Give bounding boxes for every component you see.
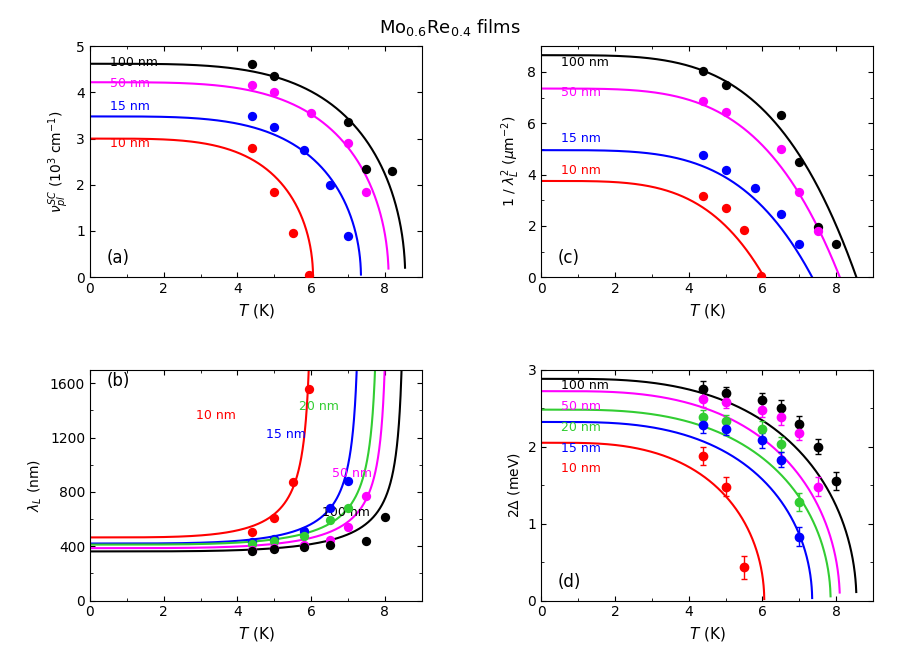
Point xyxy=(748,183,762,193)
Point xyxy=(341,521,356,532)
Text: 100 nm: 100 nm xyxy=(110,56,158,69)
Point xyxy=(267,87,282,98)
Point xyxy=(359,186,374,197)
Text: 50 nm: 50 nm xyxy=(110,77,150,90)
Point xyxy=(267,513,282,523)
Point xyxy=(341,476,356,486)
Point xyxy=(718,164,733,175)
Point xyxy=(297,526,311,537)
Point xyxy=(245,537,259,547)
Point xyxy=(302,269,317,280)
Text: (b): (b) xyxy=(106,372,130,390)
Point xyxy=(341,503,356,513)
Point xyxy=(267,544,282,554)
Point xyxy=(267,71,282,81)
Point xyxy=(245,539,259,549)
Point xyxy=(737,225,751,236)
Point xyxy=(297,145,311,155)
Point xyxy=(774,209,788,219)
Point xyxy=(341,138,356,148)
Point xyxy=(322,503,337,513)
Point xyxy=(811,222,825,232)
Text: 10 nm: 10 nm xyxy=(110,137,149,150)
Text: 20 nm: 20 nm xyxy=(561,421,601,434)
Point xyxy=(322,539,337,550)
Point xyxy=(697,149,711,160)
Point xyxy=(697,65,711,76)
Text: 15 nm: 15 nm xyxy=(561,442,601,455)
Point xyxy=(811,226,825,236)
Text: (c): (c) xyxy=(558,249,580,267)
Point xyxy=(774,144,788,154)
Point xyxy=(359,163,374,174)
Point xyxy=(304,108,319,118)
Point xyxy=(267,534,282,544)
Point xyxy=(245,111,259,121)
Point xyxy=(245,527,259,537)
Point xyxy=(285,477,300,488)
Point xyxy=(359,490,374,501)
Point xyxy=(297,542,311,552)
Point xyxy=(341,117,356,127)
Text: 50 nm: 50 nm xyxy=(561,86,601,99)
Point xyxy=(829,238,843,249)
Point xyxy=(718,79,733,90)
Text: 50 nm: 50 nm xyxy=(561,400,601,413)
Text: 100 nm: 100 nm xyxy=(322,506,370,519)
Y-axis label: $\nu_{pl}^{SC}$ (10$^3$ cm$^{-1}$): $\nu_{pl}^{SC}$ (10$^3$ cm$^{-1}$) xyxy=(46,110,71,213)
Text: 15 nm: 15 nm xyxy=(110,100,149,113)
Point xyxy=(753,271,768,281)
Point xyxy=(245,545,259,556)
X-axis label: $T$ (K): $T$ (K) xyxy=(238,302,274,319)
Point xyxy=(792,239,806,249)
Text: 20 nm: 20 nm xyxy=(299,400,339,413)
Point xyxy=(718,203,733,214)
Point xyxy=(297,531,311,542)
Y-axis label: $\lambda_L$ (nm): $\lambda_L$ (nm) xyxy=(27,459,44,512)
Y-axis label: 1 / $\lambda_L^2$ ($\mu$m$^{-2}$): 1 / $\lambda_L^2$ ($\mu$m$^{-2}$) xyxy=(500,116,522,207)
Point xyxy=(385,166,400,176)
Point xyxy=(267,543,282,553)
Point xyxy=(245,544,259,555)
Point xyxy=(267,121,282,132)
X-axis label: $T$ (K): $T$ (K) xyxy=(688,625,725,643)
Text: 50 nm: 50 nm xyxy=(332,467,373,480)
Point xyxy=(285,228,300,238)
Y-axis label: 2$\Delta$ (meV): 2$\Delta$ (meV) xyxy=(506,452,522,518)
Point xyxy=(378,512,392,522)
Point xyxy=(322,180,337,190)
Text: 10 nm: 10 nm xyxy=(196,409,236,422)
Point xyxy=(341,230,356,241)
Point xyxy=(245,59,259,69)
Point xyxy=(297,540,311,550)
Text: 10 nm: 10 nm xyxy=(561,463,601,475)
Point xyxy=(267,536,282,546)
Text: (d): (d) xyxy=(558,573,581,591)
Text: 10 nm: 10 nm xyxy=(561,164,601,178)
Point xyxy=(792,156,806,167)
Point xyxy=(245,143,259,153)
Point xyxy=(322,535,337,545)
Point xyxy=(697,190,711,201)
Point xyxy=(322,515,337,526)
X-axis label: $T$ (K): $T$ (K) xyxy=(688,302,725,319)
Point xyxy=(792,187,806,198)
Text: 100 nm: 100 nm xyxy=(561,379,609,392)
Point xyxy=(267,186,282,197)
Point xyxy=(697,96,711,107)
Point xyxy=(359,536,374,546)
Text: (a): (a) xyxy=(106,249,130,267)
Text: 15 nm: 15 nm xyxy=(561,132,601,145)
X-axis label: $T$ (K): $T$ (K) xyxy=(238,625,274,643)
Text: 100 nm: 100 nm xyxy=(561,56,609,69)
Point xyxy=(302,383,317,394)
Point xyxy=(718,106,733,117)
Point xyxy=(774,110,788,121)
Point xyxy=(245,80,259,90)
Text: 15 nm: 15 nm xyxy=(266,428,306,441)
Text: Mo$_{0.6}$Re$_{0.4}$ films: Mo$_{0.6}$Re$_{0.4}$ films xyxy=(379,16,521,38)
